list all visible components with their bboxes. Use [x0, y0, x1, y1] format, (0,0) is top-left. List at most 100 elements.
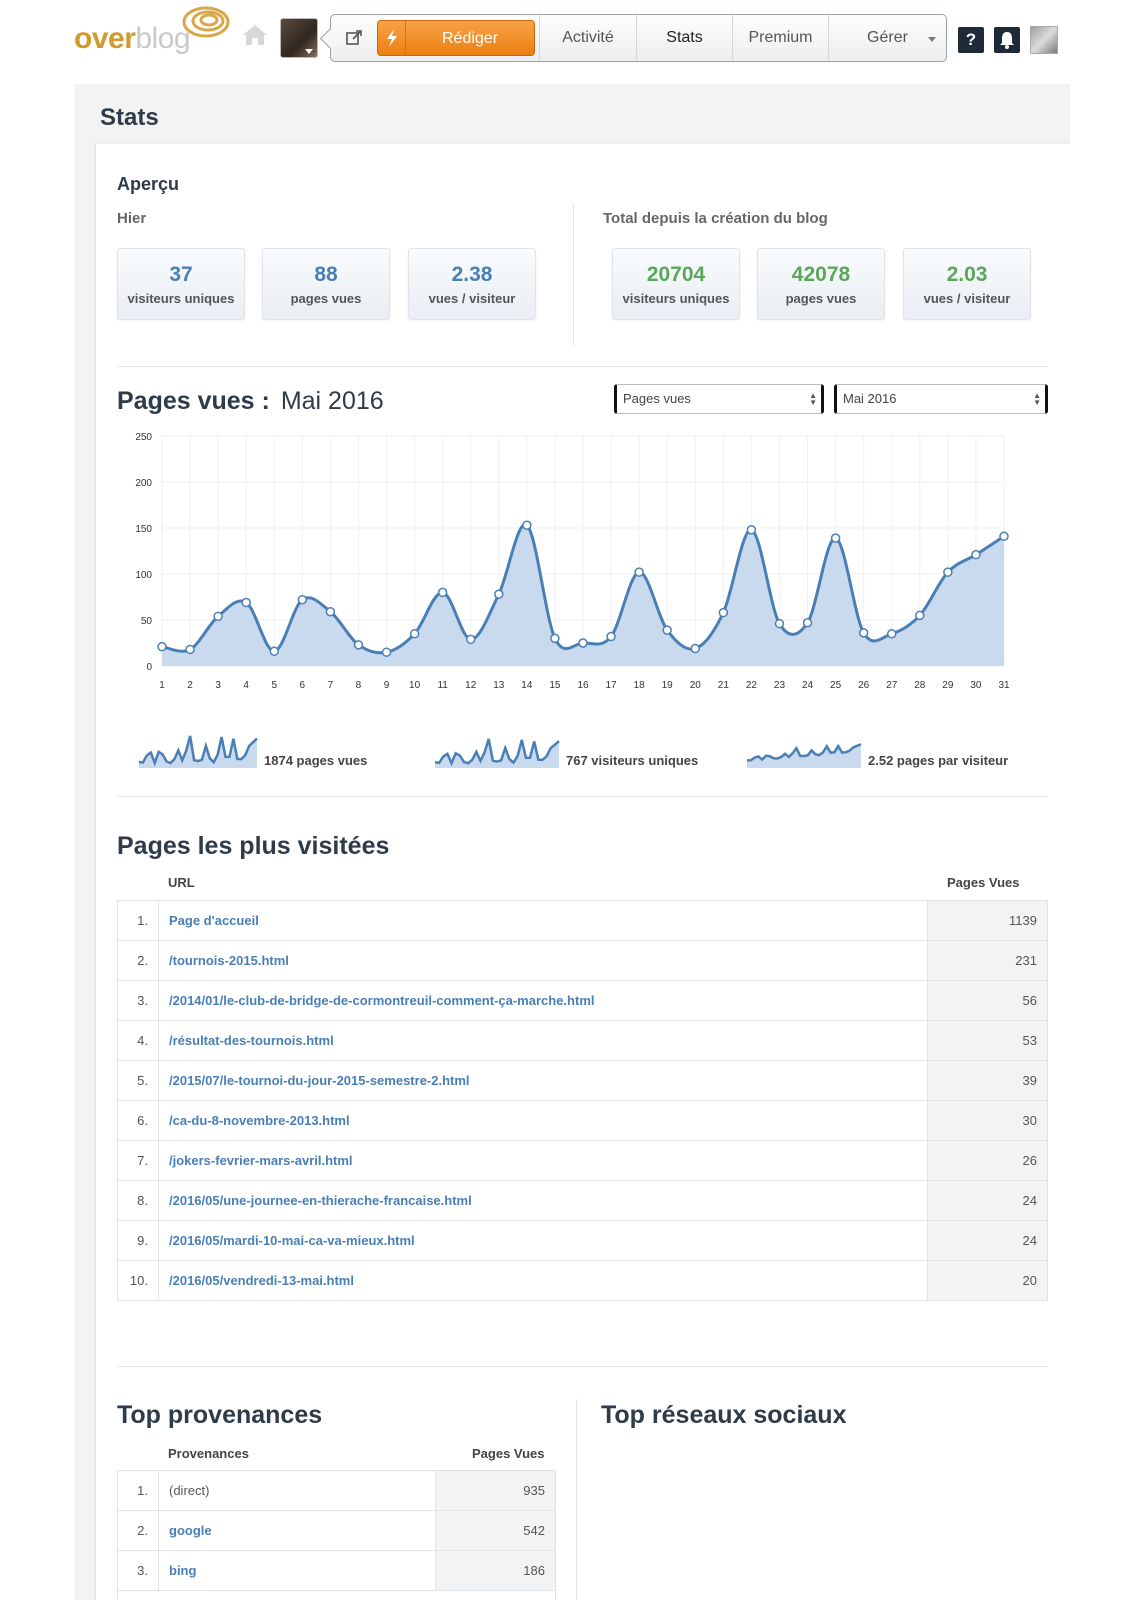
- page-link[interactable]: /tournois-2015.html: [158, 940, 928, 981]
- page-link[interactable]: Page d'accueil: [158, 900, 928, 941]
- user-avatar[interactable]: [1030, 26, 1058, 54]
- sparkline-ratio: [746, 743, 862, 768]
- overview-divider: [573, 204, 574, 346]
- page-link[interactable]: /résultat-des-tournois.html: [158, 1020, 928, 1061]
- metric-select-value: Pages vues: [623, 391, 691, 406]
- stat-label: visiteurs uniques: [127, 291, 235, 306]
- chart-data-point: [353, 640, 364, 650]
- stat-card-yesterday-visitors: 37 visiteurs uniques: [117, 248, 245, 320]
- stat-card-total-pageviews: 42078 pages vues: [757, 248, 885, 320]
- table-row: 1. Page d'accueil 1139: [117, 900, 1048, 941]
- table-row: 2. google 542: [117, 1510, 556, 1551]
- table-row: 6./ca-du-8-novembre-2013.html 30: [117, 1100, 1048, 1141]
- chart-data-point: [494, 589, 504, 599]
- stat-value: 2.38: [451, 263, 493, 286]
- row-rank: 3.: [117, 980, 159, 1021]
- referrer-link: (direct): [158, 1470, 436, 1511]
- chart-data-point: [550, 633, 560, 644]
- chart-data-point: [971, 549, 981, 560]
- row-pageviews: 30: [927, 1100, 1048, 1141]
- row-rank: 1.: [117, 1470, 159, 1511]
- bell-icon: [1000, 32, 1014, 49]
- help-button[interactable]: ?: [958, 27, 984, 53]
- stat-label: visiteurs uniques: [622, 291, 730, 306]
- month-select[interactable]: Mai 2016 ▲ ▼: [834, 384, 1048, 414]
- page-title: Stats: [100, 104, 159, 131]
- chart-data-point: [943, 567, 953, 577]
- row-pageviews: 39: [927, 1060, 1048, 1101]
- home-icon[interactable]: [242, 24, 268, 46]
- top-pages-heading: Pages les plus visitées: [117, 832, 390, 860]
- chart-data-point: [634, 567, 644, 577]
- chart-y-tick-label: 50: [141, 616, 153, 627]
- row-rank: 1.: [117, 900, 159, 941]
- chart-x-tick-label: 6: [300, 680, 306, 691]
- row-rank: 2.: [117, 1510, 159, 1551]
- table-row: 2./tournois-2015.html 231: [117, 940, 1048, 981]
- page-link[interactable]: /2015/07/le-tournoi-du-jour-2015-semestr…: [158, 1060, 928, 1101]
- col-views-header: Pages Vues: [947, 875, 1020, 890]
- row-rank: 3.: [117, 1550, 159, 1591]
- page-link[interactable]: /jokers-fevrier-mars-avril.html: [158, 1140, 928, 1181]
- write-button[interactable]: Rédiger: [377, 20, 535, 56]
- logo-text-blog: blog: [135, 22, 191, 55]
- row-rank: 6.: [117, 1100, 159, 1141]
- external-link-icon[interactable]: [345, 29, 363, 47]
- chart-x-tick-label: 17: [606, 680, 618, 691]
- chart-data-point: [774, 618, 785, 629]
- table-row: 3./2014/01/le-club-de-bridge-de-cormontr…: [117, 980, 1048, 1021]
- row-pageviews: 26: [927, 1140, 1048, 1181]
- sparkline-line: [746, 743, 862, 762]
- chart-x-tick-label: 29: [942, 680, 954, 691]
- chart-data-point: [269, 646, 280, 657]
- chart-x-tick-label: 8: [356, 680, 362, 691]
- nav-premium[interactable]: Premium: [732, 15, 828, 61]
- row-pageviews: 186: [435, 1550, 556, 1591]
- summary-pageviews: 1874 pages vues: [264, 753, 368, 768]
- row-rank: 4.: [117, 1020, 159, 1061]
- overblog-logo[interactable]: overblog: [74, 4, 234, 60]
- logo-text-over: over: [74, 22, 136, 55]
- nav-activity[interactable]: Activité: [539, 15, 636, 61]
- chart-data-point: [325, 606, 336, 617]
- chart-x-tick-label: 2: [187, 680, 193, 691]
- stat-value: 88: [314, 263, 338, 286]
- chart-x-tick-label: 13: [493, 680, 505, 691]
- page-link[interactable]: /2016/05/vendredi-13-mai.html: [158, 1260, 928, 1301]
- chart-data-point: [437, 587, 448, 598]
- chart-data-point: [578, 638, 588, 648]
- page-link[interactable]: /2014/01/le-club-de-bridge-de-cormontreu…: [158, 980, 928, 1021]
- chart-data-point: [802, 618, 813, 628]
- blog-avatar-dropdown[interactable]: [280, 18, 318, 58]
- chart-data-point: [830, 533, 841, 543]
- sparkline-fill: [435, 739, 559, 768]
- referrer-link[interactable]: bing: [158, 1550, 436, 1591]
- chart-data-point: [213, 611, 223, 622]
- table-row: 5./2015/07/le-tournoi-du-jour-2015-semes…: [117, 1060, 1048, 1101]
- referrers-heading: Top provenances: [117, 1401, 323, 1429]
- chart-x-tick-label: 21: [718, 680, 730, 691]
- stat-label: vues / visiteur: [923, 291, 1011, 306]
- referrers-table-continuation: [117, 1590, 556, 1600]
- page-link[interactable]: /2016/05/une-journee-en-thierache-franca…: [158, 1180, 928, 1221]
- table-row: 8./2016/05/une-journee-en-thierache-fran…: [117, 1180, 1048, 1221]
- table-row: 3. bing 186: [117, 1550, 556, 1591]
- sparkline-visitors: [434, 738, 560, 768]
- pageviews-title: Pages vues :: [117, 387, 270, 415]
- chart-x-tick-label: 19: [662, 680, 674, 691]
- row-pageviews: 24: [927, 1180, 1048, 1221]
- page-link[interactable]: /2016/05/mardi-10-mai-ca-va-mieux.html: [158, 1220, 928, 1261]
- nav-manage[interactable]: Gérer: [828, 15, 946, 61]
- select-arrows-icon: ▲ ▼: [809, 391, 817, 407]
- row-rank: 7.: [117, 1140, 159, 1181]
- metric-select[interactable]: Pages vues ▲ ▼: [614, 384, 824, 414]
- page-link[interactable]: /ca-du-8-novembre-2013.html: [158, 1100, 928, 1141]
- notifications-button[interactable]: [994, 27, 1020, 53]
- chart-x-tick-label: 7: [328, 680, 334, 691]
- stat-value: 2.03: [946, 263, 988, 286]
- nav-stats[interactable]: Stats: [636, 15, 732, 61]
- chart-x-tick-label: 18: [634, 680, 646, 691]
- sparkline-fill: [139, 736, 257, 768]
- referrer-link[interactable]: google: [158, 1510, 436, 1551]
- chart-x-tick-label: 28: [914, 680, 926, 691]
